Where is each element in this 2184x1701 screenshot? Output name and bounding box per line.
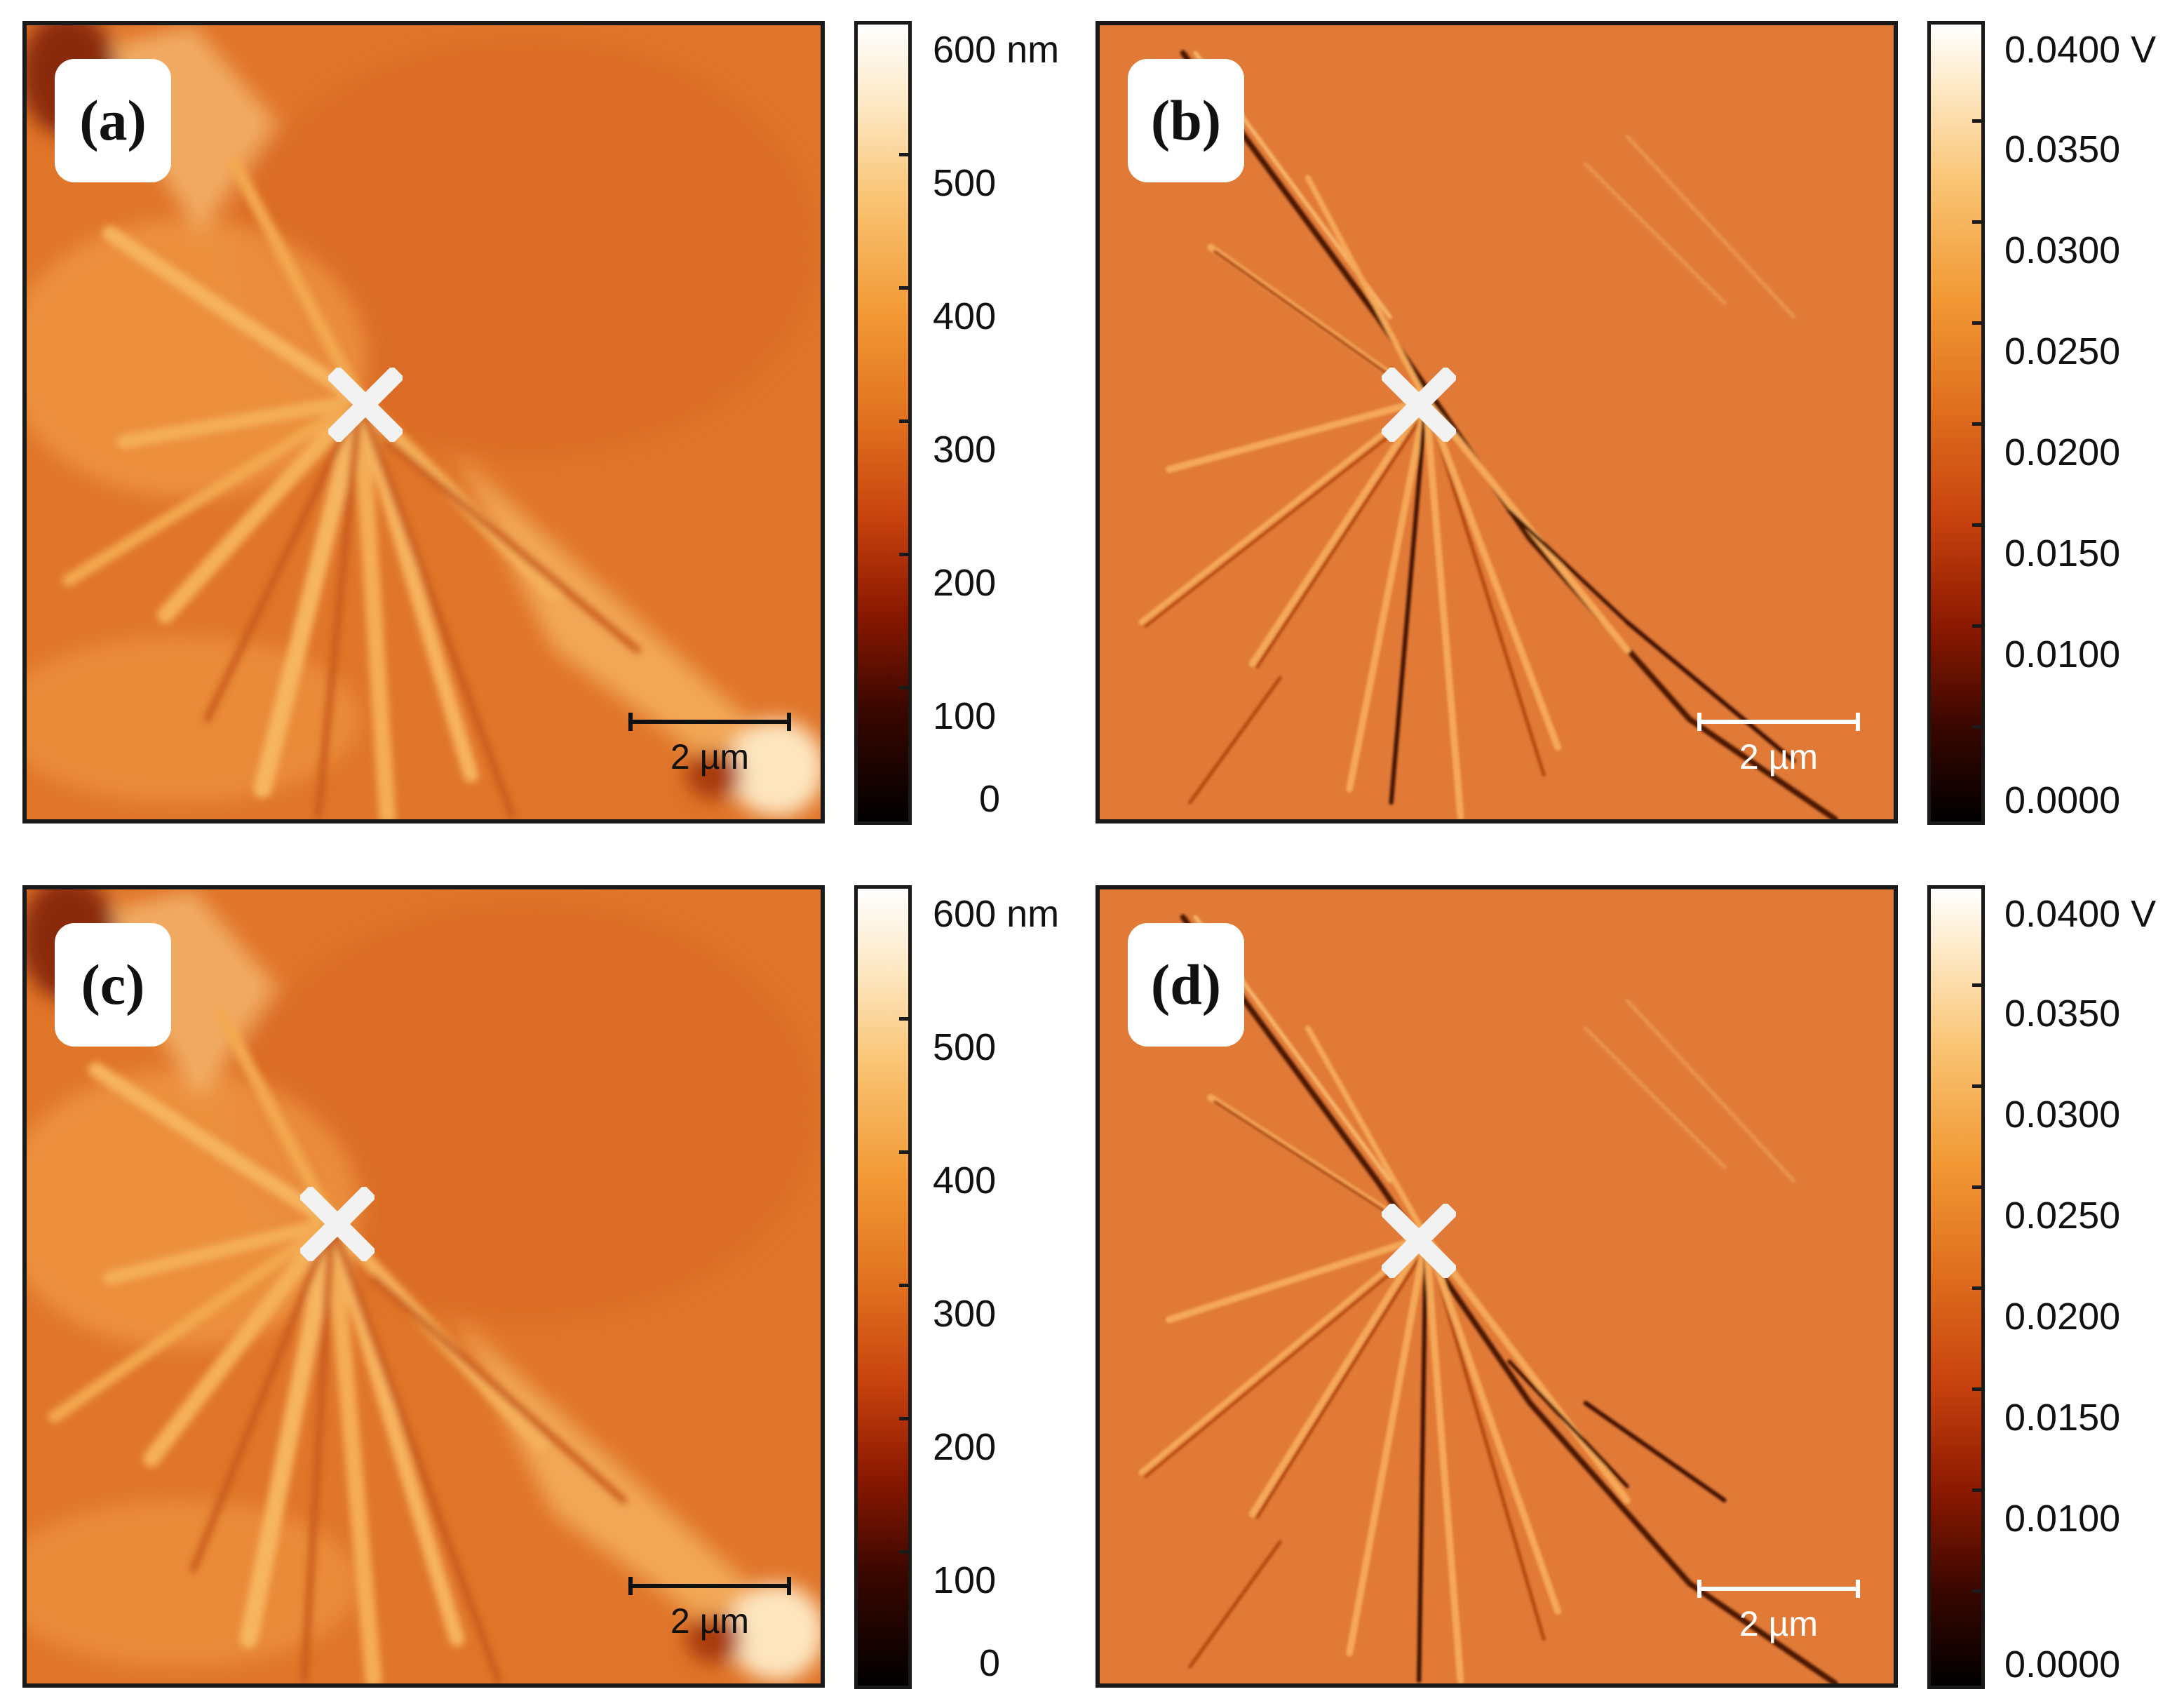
cross-marker-icon — [328, 368, 403, 442]
panel-c: (c) 2 µm — [22, 885, 825, 1688]
tick-label: 300 — [933, 1293, 997, 1335]
tick-label: 0.0400 V — [2004, 893, 2157, 935]
height-colorbar-ticks-bottom: 600 nm 500 400 300 200 100 0 — [899, 885, 1094, 1689]
height-map-image — [27, 25, 821, 819]
scale-bar-label: 2 µm — [670, 1601, 750, 1641]
scale-bar: 2 µm — [1697, 1580, 1860, 1683]
tick-label: 0.0350 — [2004, 993, 2121, 1035]
height-colorbar — [854, 21, 912, 825]
panel-label: (a) — [55, 59, 171, 182]
tick-label: 0.0300 — [2004, 229, 2121, 271]
tick-label: 600 nm — [933, 29, 1060, 71]
panel-label: (c) — [55, 923, 171, 1047]
tick-label: 0 — [979, 1642, 1001, 1684]
tick-label: 100 — [933, 695, 997, 737]
tick-label: 0.0250 — [2004, 330, 2121, 372]
cross-marker-icon — [1382, 1204, 1456, 1278]
panel-label: (d) — [1128, 923, 1244, 1047]
panel-b: (b) 2 µm — [1096, 21, 1898, 823]
tick-label: 500 — [933, 1026, 997, 1068]
panel-d: (d) 2 µm — [1096, 885, 1898, 1688]
potential-colorbar-ticks-bottom: 0.0400 V 0.0350 0.0300 0.0250 0.0200 0.0… — [1972, 885, 2184, 1689]
tick-label: 100 — [933, 1559, 997, 1601]
tick-label: 0.0400 V — [2004, 29, 2157, 71]
tick-label: 400 — [933, 295, 997, 337]
tick-label: 0.0000 — [2004, 1643, 2121, 1686]
height-colorbar-ticks-top: 600 nm 500 400 300 200 100 0 — [899, 21, 1094, 825]
scale-bar: 2 µm — [628, 1577, 791, 1682]
scale-bar-label: 2 µm — [670, 737, 750, 776]
tick-label: 0.0100 — [2004, 633, 2121, 675]
tick-label: 0.0100 — [2004, 1498, 2121, 1540]
scale-bar: 2 µm — [1697, 713, 1860, 818]
panel-a: (a) 2 µm — [22, 21, 825, 823]
tick-label: 600 nm — [933, 893, 1060, 935]
height-map-image — [27, 889, 821, 1683]
scale-bar-label: 2 µm — [1739, 1604, 1819, 1643]
tick-label: 0.0150 — [2004, 532, 2121, 574]
tick-label: 200 — [933, 562, 997, 604]
tick-label: 500 — [933, 162, 997, 204]
tick-label: 300 — [933, 429, 997, 471]
tick-label: 400 — [933, 1159, 997, 1202]
scale-bar: 2 µm — [628, 713, 791, 818]
tick-label: 0.0350 — [2004, 128, 2121, 170]
tick-label: 0.0250 — [2004, 1195, 2121, 1237]
tick-label: 0 — [979, 778, 1001, 820]
potential-colorbar-ticks-top: 0.0400 V 0.0350 0.0300 0.0250 0.0200 0.0… — [1972, 21, 2184, 825]
scale-bar-label: 2 µm — [1739, 737, 1819, 776]
tick-label: 0.0200 — [2004, 431, 2121, 473]
tick-label: 0.0200 — [2004, 1296, 2121, 1338]
cross-marker-icon — [300, 1187, 375, 1261]
panel-label: (b) — [1128, 59, 1244, 182]
tick-label: 0.0150 — [2004, 1397, 2121, 1439]
tick-label: 0.0300 — [2004, 1094, 2121, 1136]
tick-label: 200 — [933, 1426, 997, 1468]
tick-label: 0.0000 — [2004, 779, 2121, 821]
cross-marker-icon — [1382, 368, 1456, 442]
height-colorbar — [854, 885, 912, 1689]
